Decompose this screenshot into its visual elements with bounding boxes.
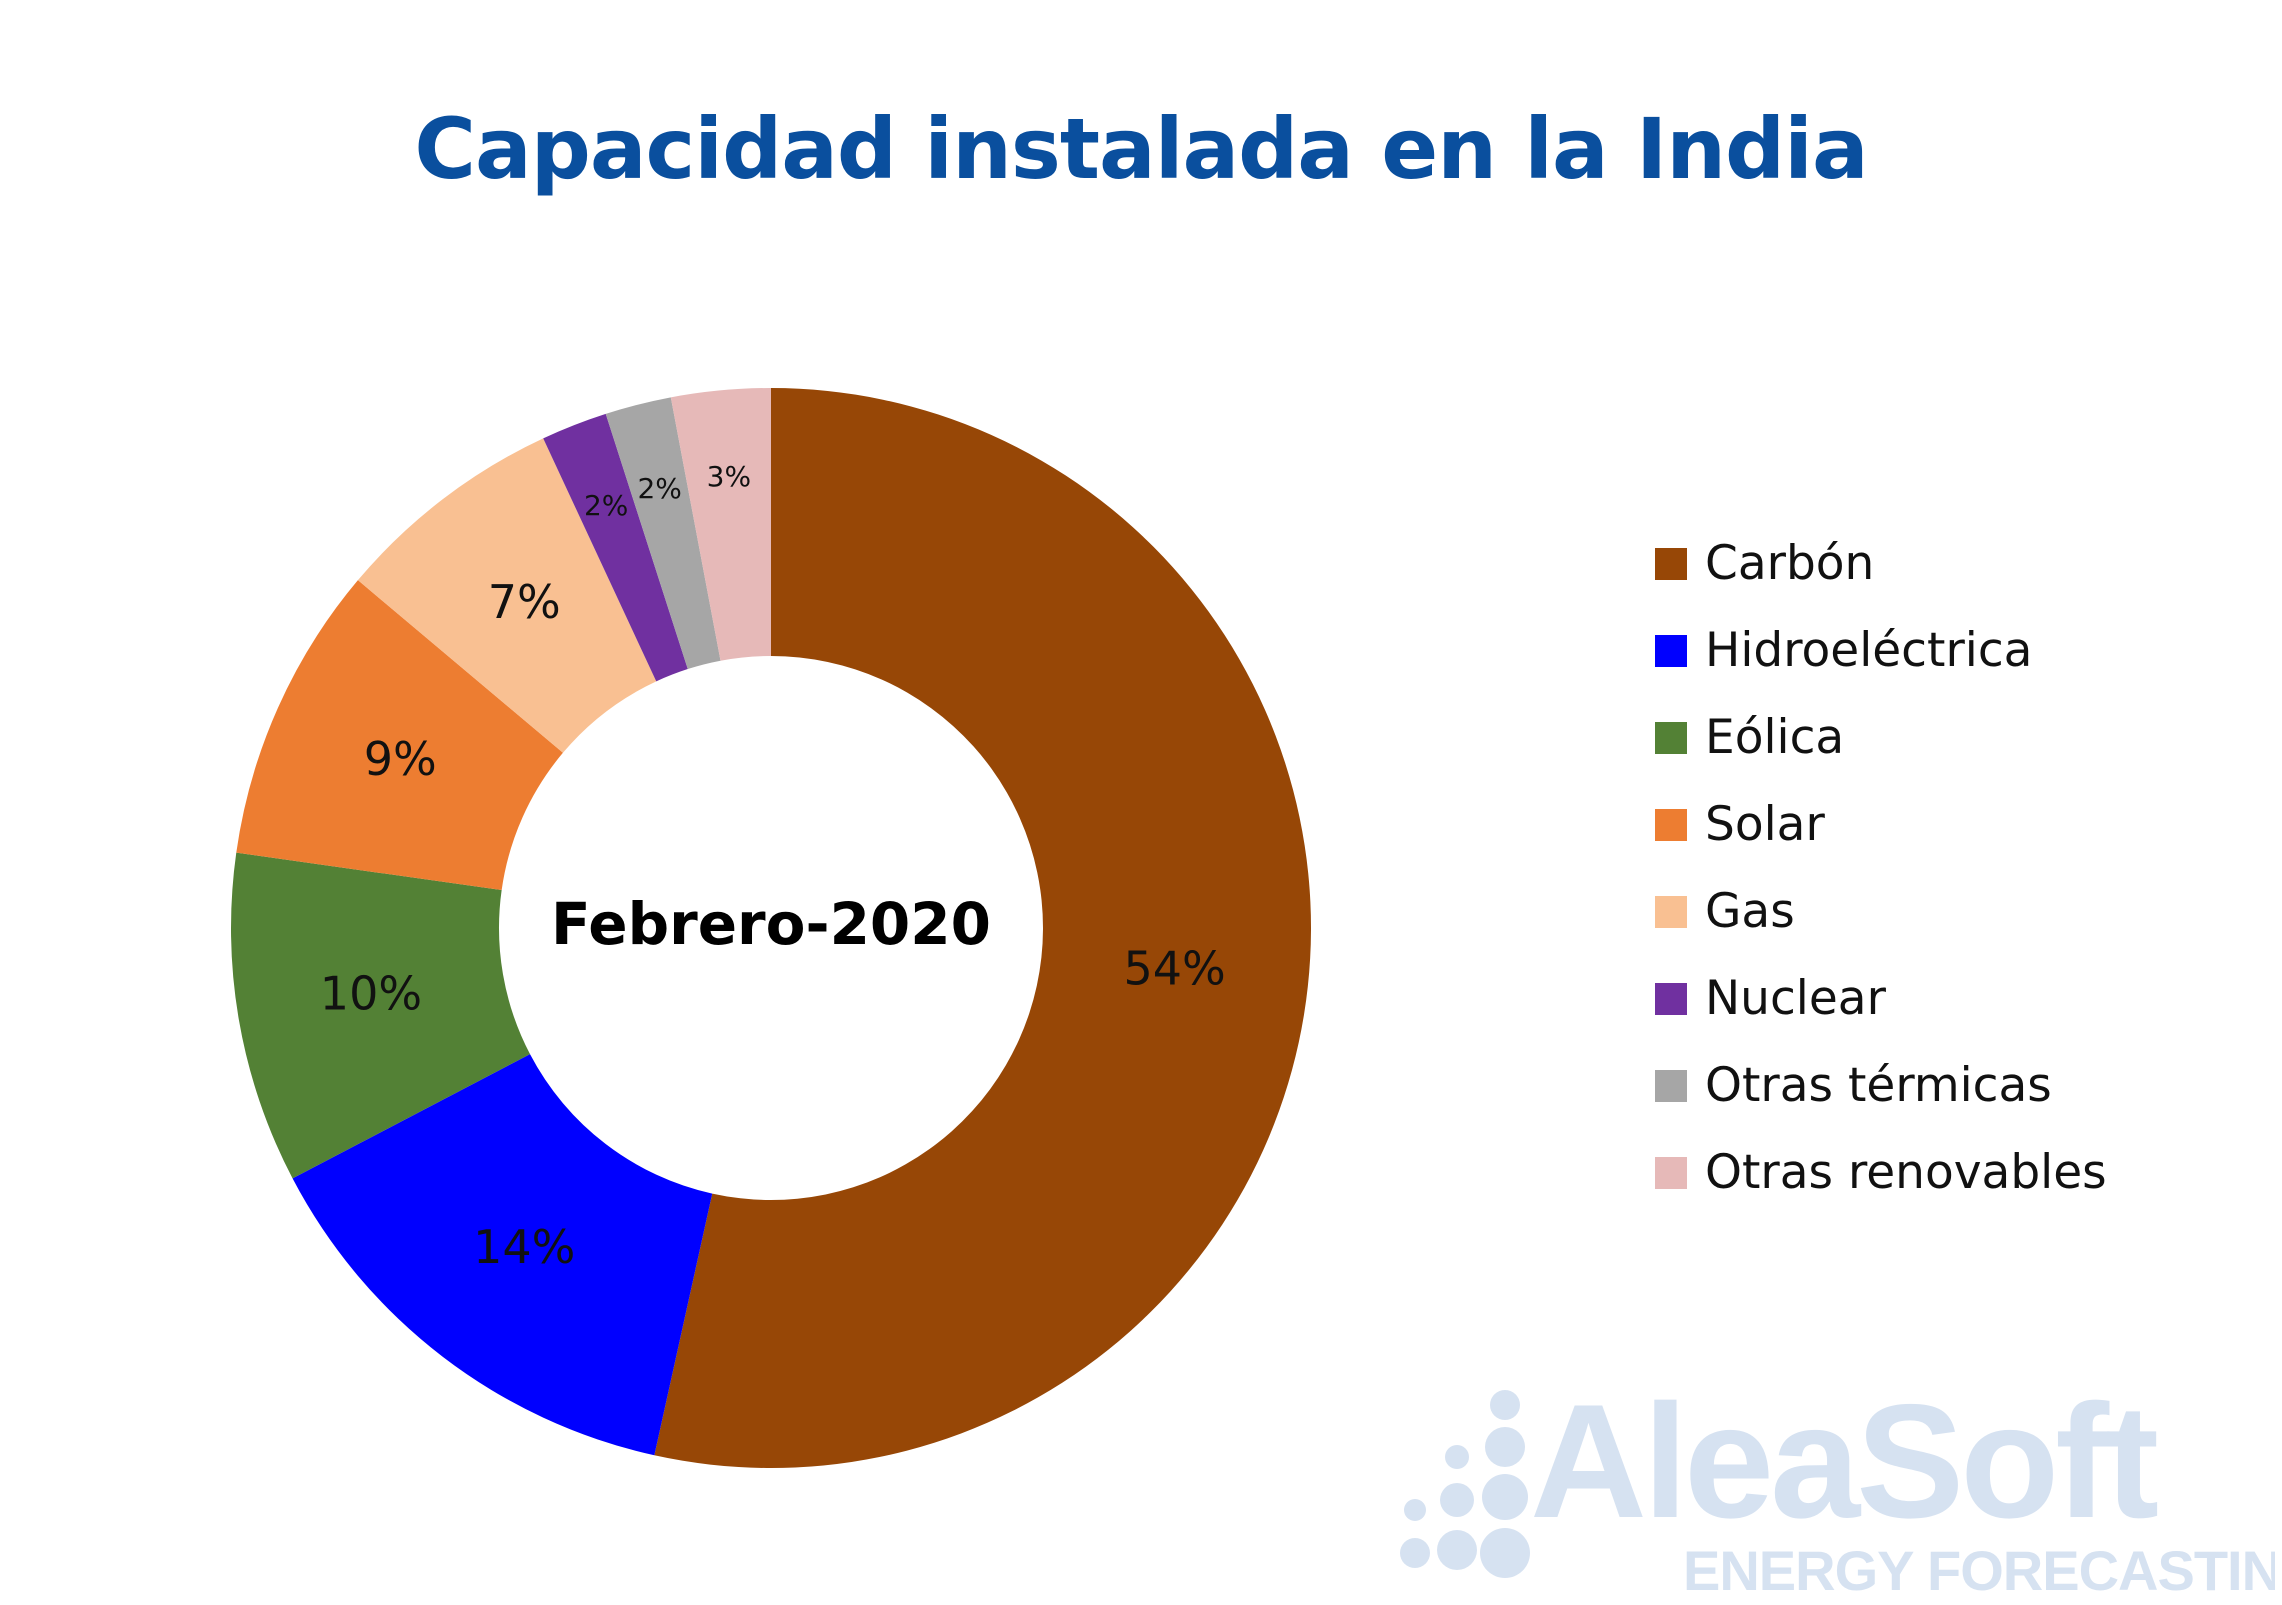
legend-label: Otras renovables: [1705, 1145, 2107, 1200]
slice-hidroelectrica: [292, 1054, 713, 1456]
legend-item-eolica: Eólica: [1655, 694, 2107, 781]
slice-label-gas: 7%: [488, 575, 561, 629]
slice-label-nuclear: 2%: [584, 489, 628, 522]
donut-chart: 54% 14% 10% 9% 7% 2% 2% 3% Febrero-2020: [231, 388, 1311, 1468]
legend-swatch: [1655, 808, 1687, 841]
watermark-brand: AleaSoft: [1530, 1385, 2157, 1552]
slice-label-solar: 9%: [364, 732, 437, 786]
slice-label-otras-termicas: 2%: [637, 472, 681, 505]
slice-eolica: [231, 852, 531, 1179]
donut-slice-labels: 54% 14% 10% 9% 7% 2% 2% 3%: [320, 460, 1226, 1274]
legend-label: Hidroeléctrica: [1705, 623, 2033, 678]
legend-swatch: [1655, 634, 1687, 667]
legend-item-carbon: Carbón: [1655, 520, 2107, 607]
slice-solar: [236, 580, 563, 891]
aleasoft-watermark: AleaSoft ENERGY FORECASTING: [1400, 1385, 2275, 1600]
legend-swatch: [1655, 895, 1687, 928]
legend-item-gas: Gas: [1655, 868, 2107, 955]
slice-label-eolica: 10%: [320, 967, 422, 1021]
legend-item-hidroelectrica: Hidroeléctrica: [1655, 607, 2107, 694]
legend-label: Solar: [1705, 797, 1825, 852]
legend-swatch: [1655, 1069, 1687, 1102]
legend-item-otras-termicas: Otras térmicas: [1655, 1042, 2107, 1129]
legend-swatch: [1655, 982, 1687, 1015]
legend-label: Carbón: [1705, 536, 1875, 591]
slice-otras-termicas: [605, 397, 721, 670]
slice-label-carbon: 54%: [1123, 942, 1225, 996]
slice-label-otras-renovables: 3%: [707, 460, 751, 493]
legend-label: Eólica: [1705, 710, 1845, 765]
donut-slices: [231, 388, 1311, 1468]
legend-label: Gas: [1705, 884, 1795, 939]
legend-label: Otras térmicas: [1705, 1058, 2052, 1113]
slice-label-hidroelectrica: 14%: [473, 1220, 575, 1274]
aleasoft-logo-dots-icon: [1400, 1390, 1530, 1578]
legend-item-solar: Solar: [1655, 781, 2107, 868]
legend-swatch: [1655, 547, 1687, 580]
slice-carbon: [654, 388, 1311, 1468]
legend-item-nuclear: Nuclear: [1655, 955, 2107, 1042]
chart-title: Capacidad instalada en la India: [414, 100, 1868, 198]
center-label: Febrero-2020: [551, 890, 991, 958]
legend-item-otras-renovables: Otras renovables: [1655, 1129, 2107, 1216]
legend-swatch: [1655, 721, 1687, 754]
slice-gas: [357, 438, 657, 753]
watermark-tagline: ENERGY FORECASTING: [1683, 1539, 2275, 1600]
legend-swatch: [1655, 1156, 1687, 1189]
legend-label: Nuclear: [1705, 971, 1886, 1026]
slice-otras-renovables: [670, 388, 771, 661]
slice-nuclear: [543, 413, 688, 682]
legend: Carbón Hidroeléctrica Eólica Solar Gas Nuclea…: [1655, 520, 2107, 1216]
